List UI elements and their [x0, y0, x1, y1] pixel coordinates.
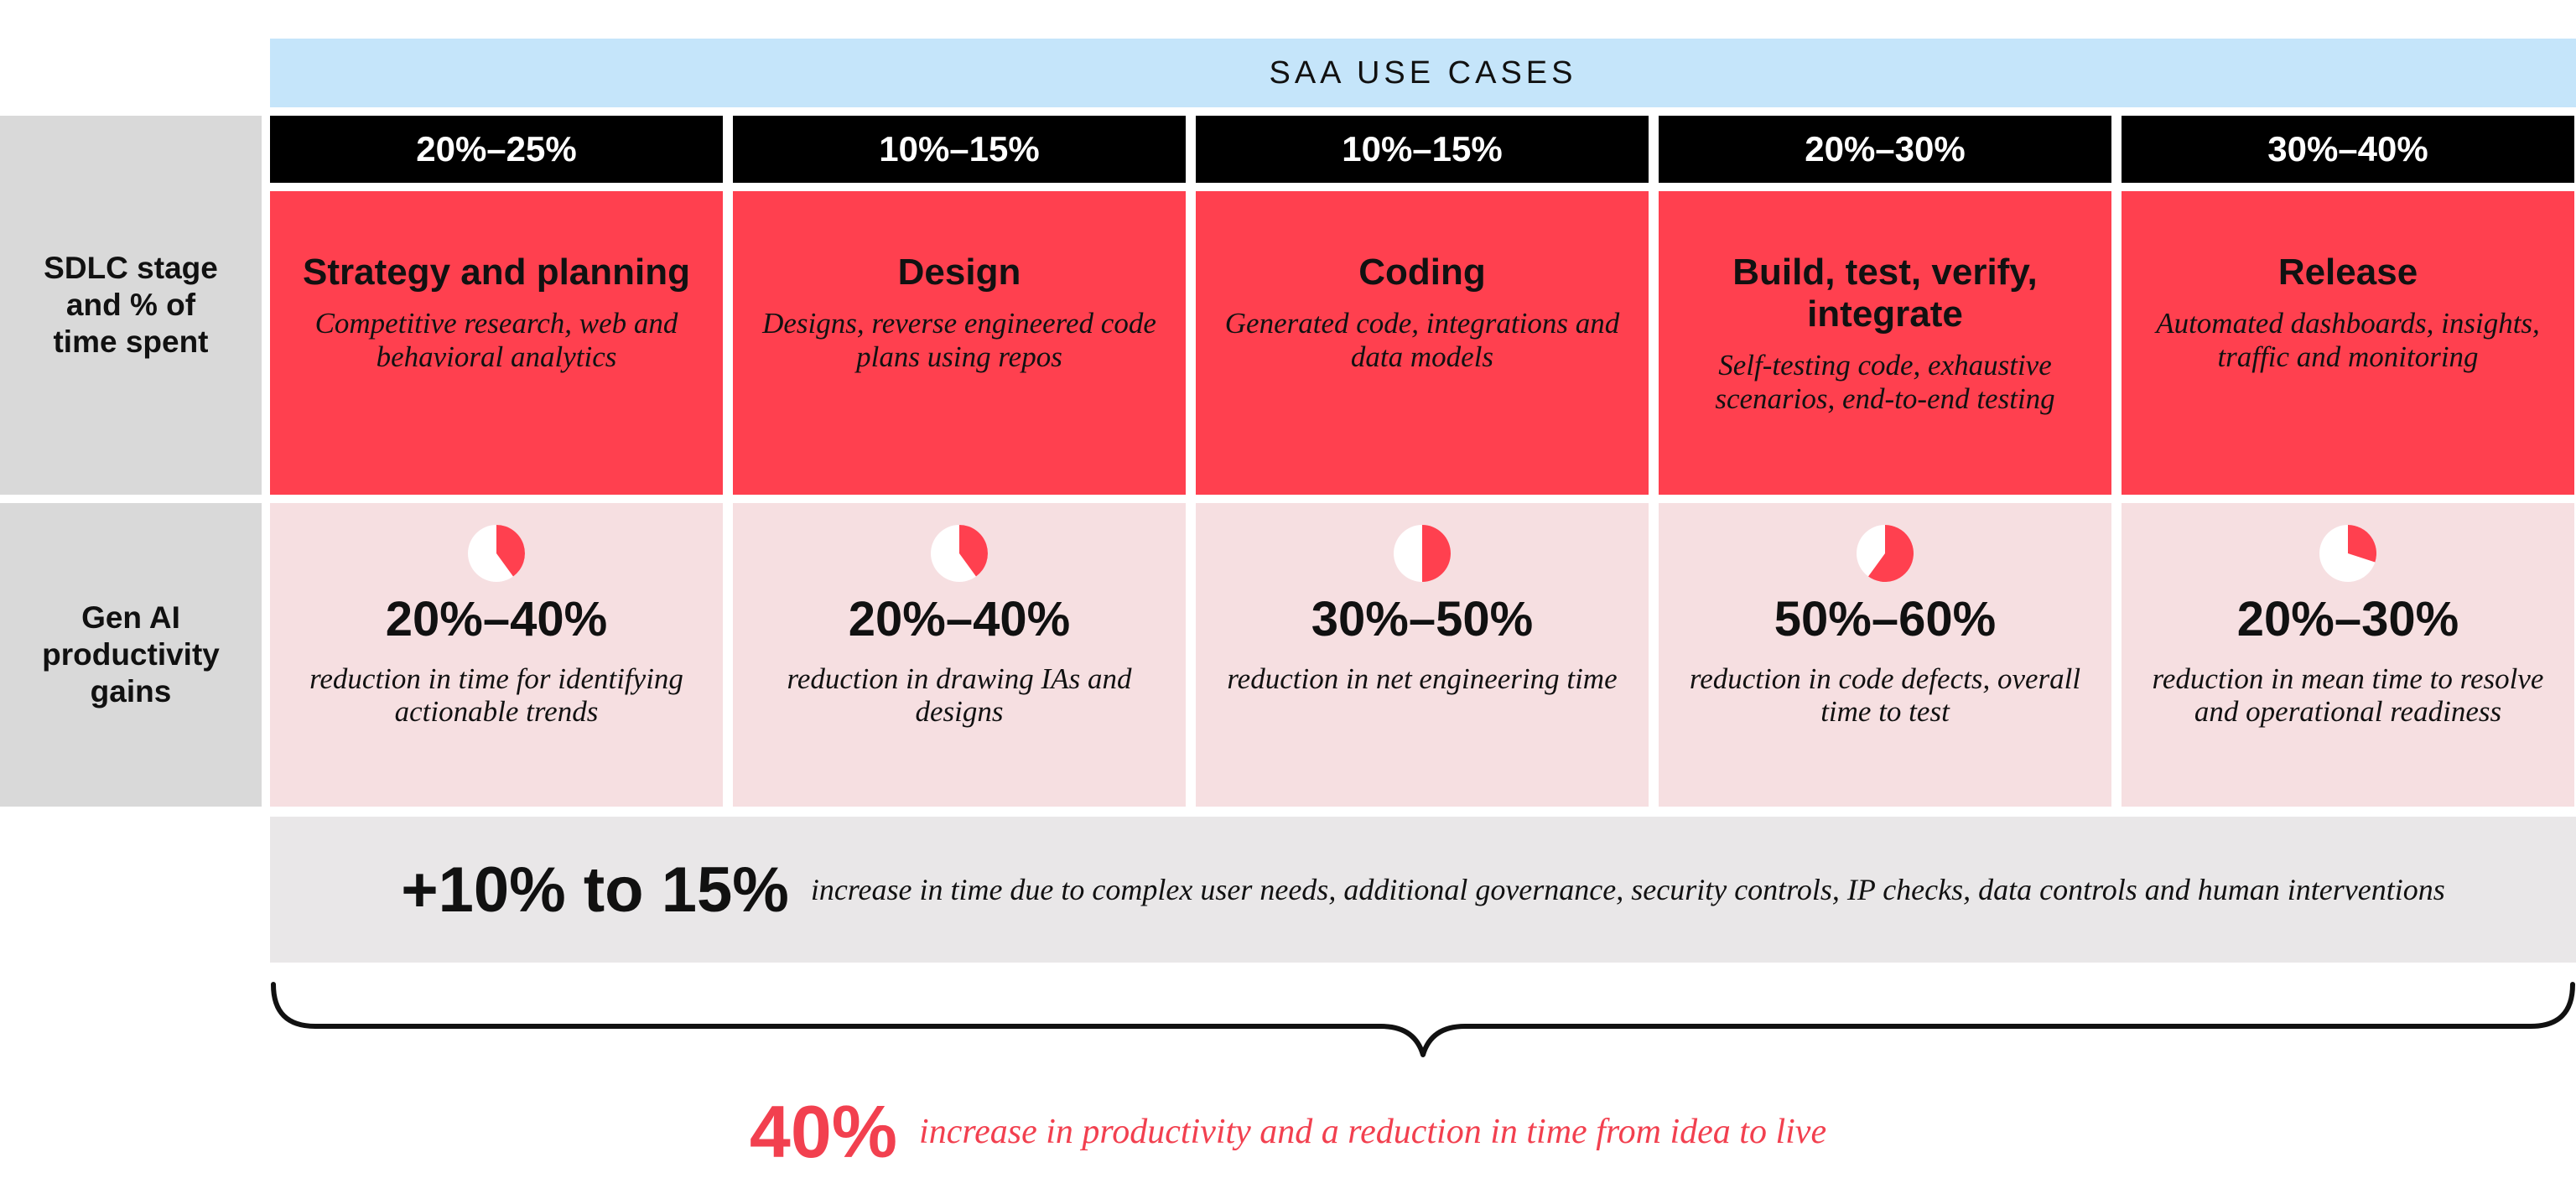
gain-card: 20%–40% reduction in time for identifyin… — [270, 503, 723, 807]
gain-description: reduction in net engineering time — [1227, 662, 1618, 695]
row-label-sdlc-stage: SDLC stage and % of time spent — [0, 116, 262, 495]
gain-description: reduction in mean time to resolve and op… — [2152, 662, 2544, 728]
pie-slice — [2348, 525, 2377, 563]
banner-title: SAA USE CASES — [1269, 54, 1577, 91]
gain-card: 20%–30% reduction in mean time to resolv… — [2122, 503, 2574, 807]
pie-chart-icon — [931, 525, 988, 582]
time-spent-text: 10%–15% — [879, 129, 1040, 169]
overhead-value: +10% to 15% — [401, 854, 789, 926]
stage-description: Automated dashboards, insights, traffic … — [2156, 307, 2540, 373]
stage-description: Generated code, integrations and data mo… — [1224, 307, 1620, 373]
time-spent-badge: 20%–30% — [1659, 116, 2111, 183]
stage-title: Release — [2277, 252, 2418, 293]
stage-description: Self-testing code, exhaustive scenarios,… — [1715, 349, 2055, 415]
stage-card: Coding Generated code, integrations and … — [1196, 191, 1649, 495]
overhead-description: increase in time due to complex user nee… — [810, 873, 2445, 906]
gain-description: reduction in code defects, overall time … — [1689, 662, 2081, 728]
row-label-gen-ai-gains-text: Gen AI productivity gains — [42, 600, 220, 708]
gain-description: reduction in time for identifying action… — [309, 662, 683, 728]
row-label-gen-ai-gains: Gen AI productivity gains — [0, 503, 262, 807]
saa-use-cases-banner: SAA USE CASES — [270, 39, 2576, 107]
row-label-sdlc-stage-text: SDLC stage and % of time spent — [44, 251, 218, 359]
stage-title: Strategy and planning — [302, 252, 691, 293]
gain-card: 30%–50% reduction in net engineering tim… — [1196, 503, 1649, 807]
stage-card: Design Designs, reverse engineered code … — [733, 191, 1186, 495]
pie-slice — [496, 525, 525, 577]
time-spent-text: 20%–30% — [1805, 129, 1966, 169]
gain-value: 20%–40% — [848, 592, 1071, 646]
pie-slice — [1422, 525, 1451, 582]
time-spent-badge: 30%–40% — [2122, 116, 2574, 183]
pie-chart-icon — [1394, 525, 1451, 582]
stage-title: Build, test, verify, integrate — [1732, 252, 2038, 335]
gain-description: reduction in drawing IAs and designs — [787, 662, 1132, 728]
time-spent-badge: 20%–25% — [270, 116, 723, 183]
gain-value: 30%–50% — [1311, 592, 1534, 646]
stage-title: Coding — [1358, 252, 1486, 293]
pie-chart-icon — [2319, 525, 2377, 582]
stage-description: Designs, reverse engineered code plans u… — [762, 307, 1156, 373]
time-spent-badge: 10%–15% — [733, 116, 1186, 183]
stage-card: Strategy and planning Competitive resear… — [270, 191, 723, 495]
time-spent-text: 30%–40% — [2267, 129, 2428, 169]
stage-card: Build, test, verify, integrate Self-test… — [1659, 191, 2111, 495]
curly-brace-icon — [271, 982, 2575, 1057]
pie-chart-icon — [1857, 525, 1914, 582]
summary-line: 40% increase in productivity and a reduc… — [0, 1090, 2576, 1174]
time-spent-text: 20%–25% — [416, 129, 577, 169]
pie-slice — [1868, 525, 1914, 582]
stage-card: Release Automated dashboards, insights, … — [2122, 191, 2574, 495]
time-spent-badge: 10%–15% — [1196, 116, 1649, 183]
gain-value: 20%–40% — [385, 592, 608, 646]
summary-value: 40% — [749, 1090, 898, 1173]
pie-slice — [959, 525, 988, 577]
summary-description: increase in productivity and a reduction… — [919, 1113, 1827, 1151]
overhead-band: +10% to 15% increase in time due to comp… — [270, 817, 2576, 963]
time-spent-text: 10%–15% — [1342, 129, 1503, 169]
stage-title: Design — [897, 252, 1021, 293]
gain-value: 50%–60% — [1774, 592, 1997, 646]
gain-value: 20%–30% — [2236, 592, 2459, 646]
stage-description: Competitive research, web and behavioral… — [314, 307, 678, 373]
gain-card: 20%–40% reduction in drawing IAs and des… — [733, 503, 1186, 807]
pie-chart-icon — [468, 525, 525, 582]
gain-card: 50%–60% reduction in code defects, overa… — [1659, 503, 2111, 807]
